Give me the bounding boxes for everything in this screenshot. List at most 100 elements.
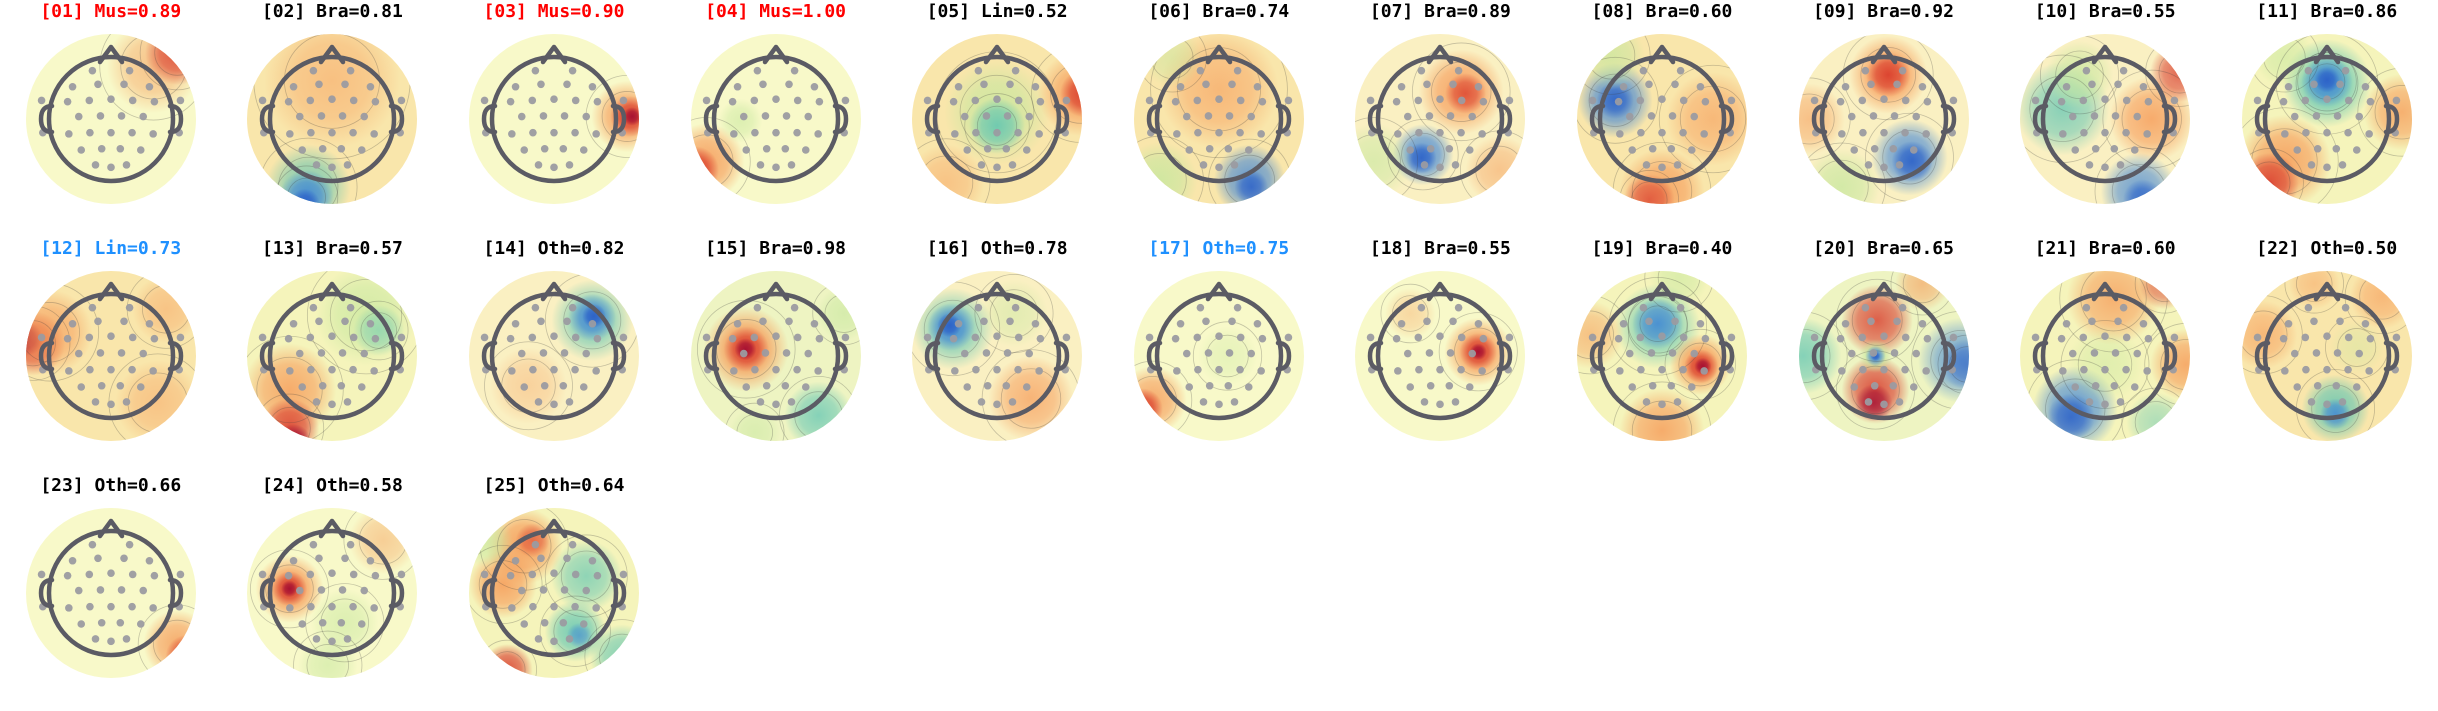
ica-component-cell-19[interactable]: [19] Bra=0.40	[1551, 237, 1773, 474]
component-title: [12] Lin=0.73	[40, 238, 182, 259]
electrode-dots	[1810, 303, 1957, 409]
ica-component-cell-12[interactable]: [12] Lin=0.73	[0, 237, 222, 474]
ica-component-cell-14[interactable]: [14] Oth=0.82	[443, 237, 665, 474]
left-ear-marker	[2032, 103, 2049, 135]
nose-marker	[762, 44, 789, 65]
nose-marker	[1870, 44, 1897, 65]
left-ear-marker	[38, 340, 55, 372]
nose-marker	[1205, 44, 1233, 65]
topomap	[2241, 34, 2412, 204]
ica-component-cell-07[interactable]: [07] Bra=0.89	[1330, 0, 1552, 237]
ica-component-cell-20[interactable]: [20] Bra=0.65	[1773, 237, 1995, 474]
scalp-field-blobs	[2020, 35, 2191, 204]
scalp-field-blobs	[912, 274, 1081, 441]
head-outline	[489, 54, 619, 184]
ica-component-cell-11[interactable]: [11] Bra=0.86	[2216, 0, 2438, 237]
right-ear-marker	[610, 577, 627, 609]
electrode-dots	[1367, 303, 1514, 409]
right-ear-marker	[389, 340, 405, 372]
ica-component-cell-18[interactable]: [18] Bra=0.55	[1330, 237, 1552, 474]
right-ear-marker	[1497, 103, 1513, 135]
head-outline	[489, 291, 619, 421]
electrode-dots	[1145, 303, 1293, 409]
ica-component-cell-04[interactable]: [04] Mus=1.00	[665, 0, 887, 237]
head-outline	[46, 528, 176, 658]
head-outline	[932, 54, 1062, 184]
ica-component-cell-05[interactable]: [05] Lin=0.52	[886, 0, 1108, 237]
electrode-dots	[2253, 66, 2400, 172]
right-ear-marker	[2161, 340, 2178, 372]
ica-component-cell-01[interactable]: [01] Mus=0.89	[0, 0, 222, 237]
right-ear-marker	[832, 103, 848, 135]
nose-marker	[97, 518, 125, 539]
right-ear-marker	[832, 340, 848, 372]
head-outline	[1819, 54, 1948, 184]
ica-component-cell-22[interactable]: [22] Oth=0.50	[2216, 237, 2438, 474]
ica-component-cell-17[interactable]: [17] Oth=0.75	[1108, 237, 1330, 474]
topomap	[912, 34, 1083, 204]
electrode-dots	[2031, 66, 2179, 172]
component-title: [07] Bra=0.89	[1369, 1, 1511, 22]
electrode-dots	[2031, 303, 2179, 409]
head-outline	[1597, 291, 1727, 421]
head-outline	[711, 54, 840, 184]
ica-component-cell-25[interactable]: [25] Oth=0.64	[443, 474, 665, 711]
component-title: [16] Oth=0.78	[926, 238, 1068, 259]
electrode-dots	[480, 66, 628, 172]
left-ear-marker	[1811, 103, 1827, 135]
right-ear-marker	[1053, 340, 1070, 372]
nose-marker	[983, 44, 1011, 65]
ica-component-cell-10[interactable]: [10] Bra=0.55	[1994, 0, 2216, 237]
ica-component-cell-21[interactable]: [21] Bra=0.60	[1994, 237, 2216, 474]
ica-component-cell-08[interactable]: [08] Bra=0.60	[1551, 0, 1773, 237]
left-ear-marker	[260, 577, 276, 609]
topomap	[468, 34, 639, 204]
topomap	[2020, 34, 2191, 204]
left-ear-marker	[1589, 103, 1606, 135]
component-title: [11] Bra=0.86	[2256, 1, 2398, 22]
nose-marker	[1427, 281, 1454, 302]
nose-marker	[2313, 44, 2340, 65]
head-outline	[489, 528, 619, 658]
ica-component-cell-09[interactable]: [09] Bra=0.92	[1773, 0, 1995, 237]
ica-component-cell-24[interactable]: [24] Oth=0.58	[222, 474, 444, 711]
nose-marker	[1870, 281, 1897, 302]
electrode-dots	[37, 303, 185, 409]
right-ear-marker	[2383, 340, 2399, 372]
electrode-dots	[1367, 66, 1514, 172]
ica-component-cell-13[interactable]: [13] Bra=0.57	[222, 237, 444, 474]
nose-marker	[2091, 44, 2119, 65]
head-outline	[2262, 54, 2391, 184]
ica-component-cell-02[interactable]: [02] Bra=0.81	[222, 0, 444, 237]
head-outline	[2040, 291, 2170, 421]
ica-component-cell-15[interactable]: [15] Bra=0.98	[665, 237, 887, 474]
left-ear-marker	[703, 103, 719, 135]
electrode-dots	[480, 540, 628, 646]
right-ear-marker	[167, 577, 184, 609]
ica-component-cell-06[interactable]: [06] Bra=0.74	[1108, 0, 1330, 237]
electrode-dots	[1810, 66, 1957, 172]
right-ear-marker	[1718, 340, 1735, 372]
left-ear-marker	[38, 577, 55, 609]
left-ear-marker	[1146, 103, 1163, 135]
topomap	[25, 271, 196, 441]
component-title: [20] Bra=0.65	[1813, 238, 1954, 259]
ica-component-cell-03[interactable]: [03] Mus=0.90	[443, 0, 665, 237]
component-title: [10] Bra=0.55	[2034, 1, 2176, 22]
nose-marker	[1427, 44, 1454, 65]
component-title: [24] Oth=0.58	[261, 475, 403, 496]
topomap	[1133, 34, 1304, 204]
head-outline	[1154, 291, 1284, 421]
right-ear-marker	[389, 103, 405, 135]
nose-marker	[983, 281, 1011, 302]
component-title: [01] Mus=0.89	[40, 1, 182, 22]
ica-component-cell-16[interactable]: [16] Oth=0.78	[886, 237, 1108, 474]
head-outline	[268, 54, 397, 184]
nose-marker	[2313, 281, 2340, 302]
ica-component-cell-23[interactable]: [23] Oth=0.66	[0, 474, 222, 711]
left-ear-marker	[260, 103, 276, 135]
right-ear-marker	[1940, 103, 1956, 135]
topomap	[1355, 34, 1526, 204]
right-ear-marker	[1275, 103, 1292, 135]
